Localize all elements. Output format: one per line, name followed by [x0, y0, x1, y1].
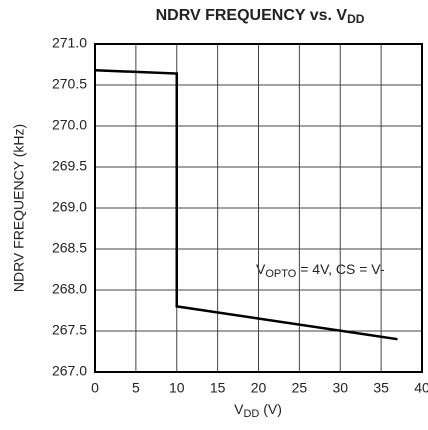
y-tick-label: 271.0	[52, 35, 87, 51]
annotation-text: V	[256, 261, 266, 277]
y-tick-label: 267.5	[52, 322, 87, 338]
x-tick-label: 10	[169, 380, 185, 396]
x-tick-label: 15	[210, 380, 226, 396]
xlabel-sub: DD	[243, 408, 259, 420]
chart-title: NDRV FREQUENCY vs. VDD	[156, 7, 365, 26]
xlabel-text: V	[234, 401, 244, 417]
x-tick-label: 35	[373, 380, 389, 396]
y-tick-label: 268.5	[52, 240, 87, 256]
title-text: NDRV FREQUENCY vs. V	[156, 7, 348, 24]
y-tick-label: 267.0	[52, 363, 87, 379]
x-tick-label: 30	[332, 380, 348, 396]
title-sub: DD	[347, 12, 365, 26]
x-axis-label: VDD (V)	[234, 401, 282, 420]
x-tick-label: 25	[292, 380, 308, 396]
y-tick-label: 269.5	[52, 158, 87, 174]
annotation-sub: OPTO	[265, 268, 296, 280]
plot-frame	[94, 43, 423, 373]
x-tick-label: 40	[414, 380, 428, 396]
y-axis-label: NDRV FREQUENCY (kHz)	[11, 124, 27, 292]
y-tick-label: 268.0	[52, 281, 87, 297]
y-tick-label: 269.0	[52, 199, 87, 215]
y-tick-label: 270.5	[52, 76, 87, 92]
x-tick-label: 0	[91, 380, 99, 396]
xlabel-after: (V)	[259, 401, 282, 417]
data-line	[94, 68, 398, 341]
x-tick-label: 5	[132, 380, 140, 396]
x-tick-label: 20	[251, 380, 267, 396]
annotation: VOPTO = 4V, CS = V-	[256, 261, 385, 280]
y-tick-label: 270.0	[52, 117, 87, 133]
